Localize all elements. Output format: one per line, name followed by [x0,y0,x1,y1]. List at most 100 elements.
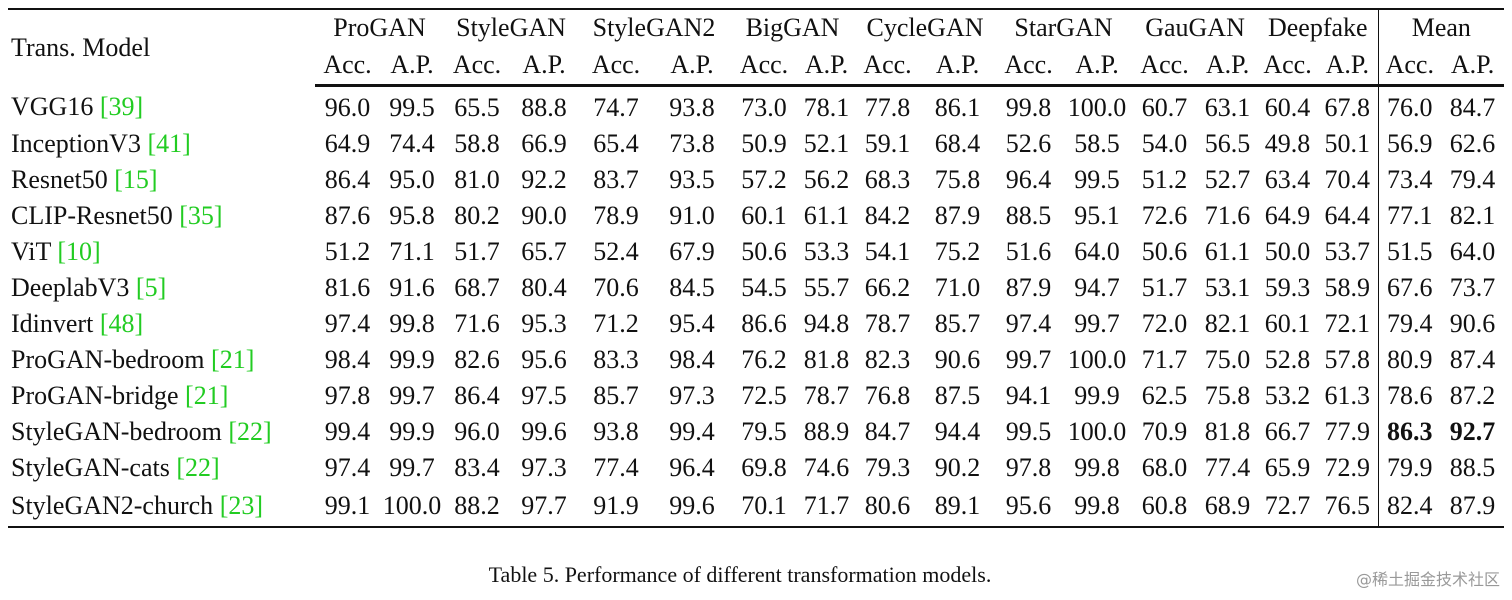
model-name: InceptionV3 [11,129,141,158]
table-row: DeeplabV3 [5] 81.6 91.6 68.7 80.4 70.6 84.5 54.… [8,270,1504,306]
value-cell: 72.0 [1141,309,1188,338]
value-cell: 52.4 [593,237,639,266]
column-header: Acc. [1377,46,1442,87]
value-cell: 99.7 [389,381,435,410]
value-cell: 59.3 [1264,273,1311,302]
model-cell: ProGAN-bridge [21] [8,378,315,414]
model-name: DeeplabV3 [11,273,130,302]
value-cell: 67.9 [669,237,715,266]
value-cell: 80.4 [521,273,567,302]
value-cell: 68.4 [934,129,981,158]
watermark: @稀土掘金技术社区 [1355,570,1500,589]
column-header: A.P. [1062,46,1133,87]
value-cell: 98.4 [669,345,715,374]
value-cell: 81.0 [454,165,500,194]
model-name: Idinvert [11,309,94,338]
column-header: A.P. [380,46,445,87]
value-cell: 63.1 [1204,93,1251,122]
model-cell: StyleGAN-bedroom [22] [8,414,315,450]
value-cell: 90.2 [934,453,981,482]
value-cell: 82.1 [1204,309,1251,338]
value-cell: 73.0 [741,93,787,122]
table-row: StyleGAN2-church [23] 99.1 100.0 88.2 97.7 91… [8,486,1505,528]
value-cell: 95.3 [521,309,567,338]
value-cell: 99.8 [1074,453,1120,482]
table-body: VGG16 [39] 96.0 99.5 65.5 88.8 74.7 93.8 73.0 78… [8,85,1505,528]
citation: [35] [179,201,223,230]
value-cell: 76.0 [1377,85,1442,126]
value-cell: 99.8 [1062,486,1133,528]
value-cell: 77.4 [593,453,639,482]
value-cell: 51.2 [1141,165,1188,194]
value-cell: 77.9 [1324,417,1371,446]
value-cell: 64.4 [1324,201,1371,230]
value-cell: 95.0 [389,165,435,194]
value-cell: 53.1 [1204,273,1251,302]
value-cell: 99.9 [1074,381,1120,410]
value-cell: 79.4 [1377,306,1442,342]
column-header: A.P. [654,46,731,87]
value-cell: 75.0 [1204,345,1251,374]
value-cell: 70.1 [730,486,799,528]
value-cell: 76.5 [1317,486,1379,528]
column-header: Acc. [444,46,511,87]
value-cell: 78.7 [803,381,850,410]
value-cell: 68.9 [1197,486,1259,528]
value-cell: 77.4 [1204,453,1251,482]
value-cell: 64.0 [1074,237,1120,266]
table-row: ProGAN-bedroom [21] 98.4 99.9 82.6 95.6 83.3 9… [8,342,1504,378]
group-header: Deepfake [1258,8,1379,46]
value-cell: 88.5 [1449,453,1496,482]
value-cell: 90.6 [1449,309,1496,338]
value-cell: 88.8 [521,93,567,122]
value-cell: 99.5 [1005,417,1052,446]
value-cell: 81.8 [1204,417,1251,446]
value-cell: 96.4 [669,453,715,482]
value-cell: 53.7 [1324,237,1371,266]
value-cell: 68.3 [864,165,911,194]
value-cell: 78.6 [1377,378,1442,414]
value-cell: 76.2 [741,345,787,374]
value-cell: 81.8 [803,345,850,374]
value-cell: 88.9 [803,417,850,446]
value-cell: 86.4 [454,381,500,410]
value-cell: 99.6 [521,417,567,446]
value-cell: 73.4 [1377,162,1442,198]
value-cell: 87.9 [1005,273,1052,302]
value-cell: 66.9 [521,129,567,158]
group-header: CycleGAN [855,8,996,46]
value-cell: 51.2 [324,237,371,266]
model-cell: VGG16 [39] [8,86,315,127]
column-row: Acc. A.P. Acc. A.P. Acc. A.P. Acc. A.P. Acc. A.P.… [8,46,1505,87]
value-cell: 54.1 [864,237,911,266]
value-cell: 73.8 [669,129,715,158]
value-cell: 54.5 [741,273,787,302]
value-cell: 91.9 [578,486,655,528]
value-cell: 66.7 [1264,417,1311,446]
value-cell: 71.7 [798,486,856,528]
value-cell: 56.9 [1377,126,1442,162]
value-cell: 71.1 [389,237,435,266]
model-name: ProGAN-bedroom [11,345,205,374]
model-cell: Idinvert [48] [8,306,315,342]
value-cell: 92.7 [1449,417,1496,446]
value-cell: 77.1 [1377,198,1442,234]
value-cell: 74.6 [803,453,850,482]
column-header: Acc. [1258,46,1318,87]
value-cell: 99.6 [654,486,731,528]
value-cell: 99.4 [669,417,715,446]
value-cell: 49.8 [1264,129,1311,158]
citation: [39] [99,92,144,122]
value-cell: 99.5 [389,93,435,122]
value-cell: 100.0 [1067,345,1127,374]
value-cell: 97.4 [324,309,371,338]
value-cell: 90.0 [521,201,567,230]
value-cell: 86.3 [1377,414,1442,450]
model-name: CLIP-Resnet50 [11,201,173,230]
model-name: ViT [11,237,51,266]
column-header: A.P. [1441,46,1505,87]
model-cell: ProGAN-bedroom [21] [8,342,315,378]
model-name: StyleGAN2-church [11,491,214,520]
group-header: GauGAN [1132,8,1259,46]
table-row: StyleGAN-bedroom [22] 99.4 99.9 96.0 99.6 93.… [8,414,1504,450]
